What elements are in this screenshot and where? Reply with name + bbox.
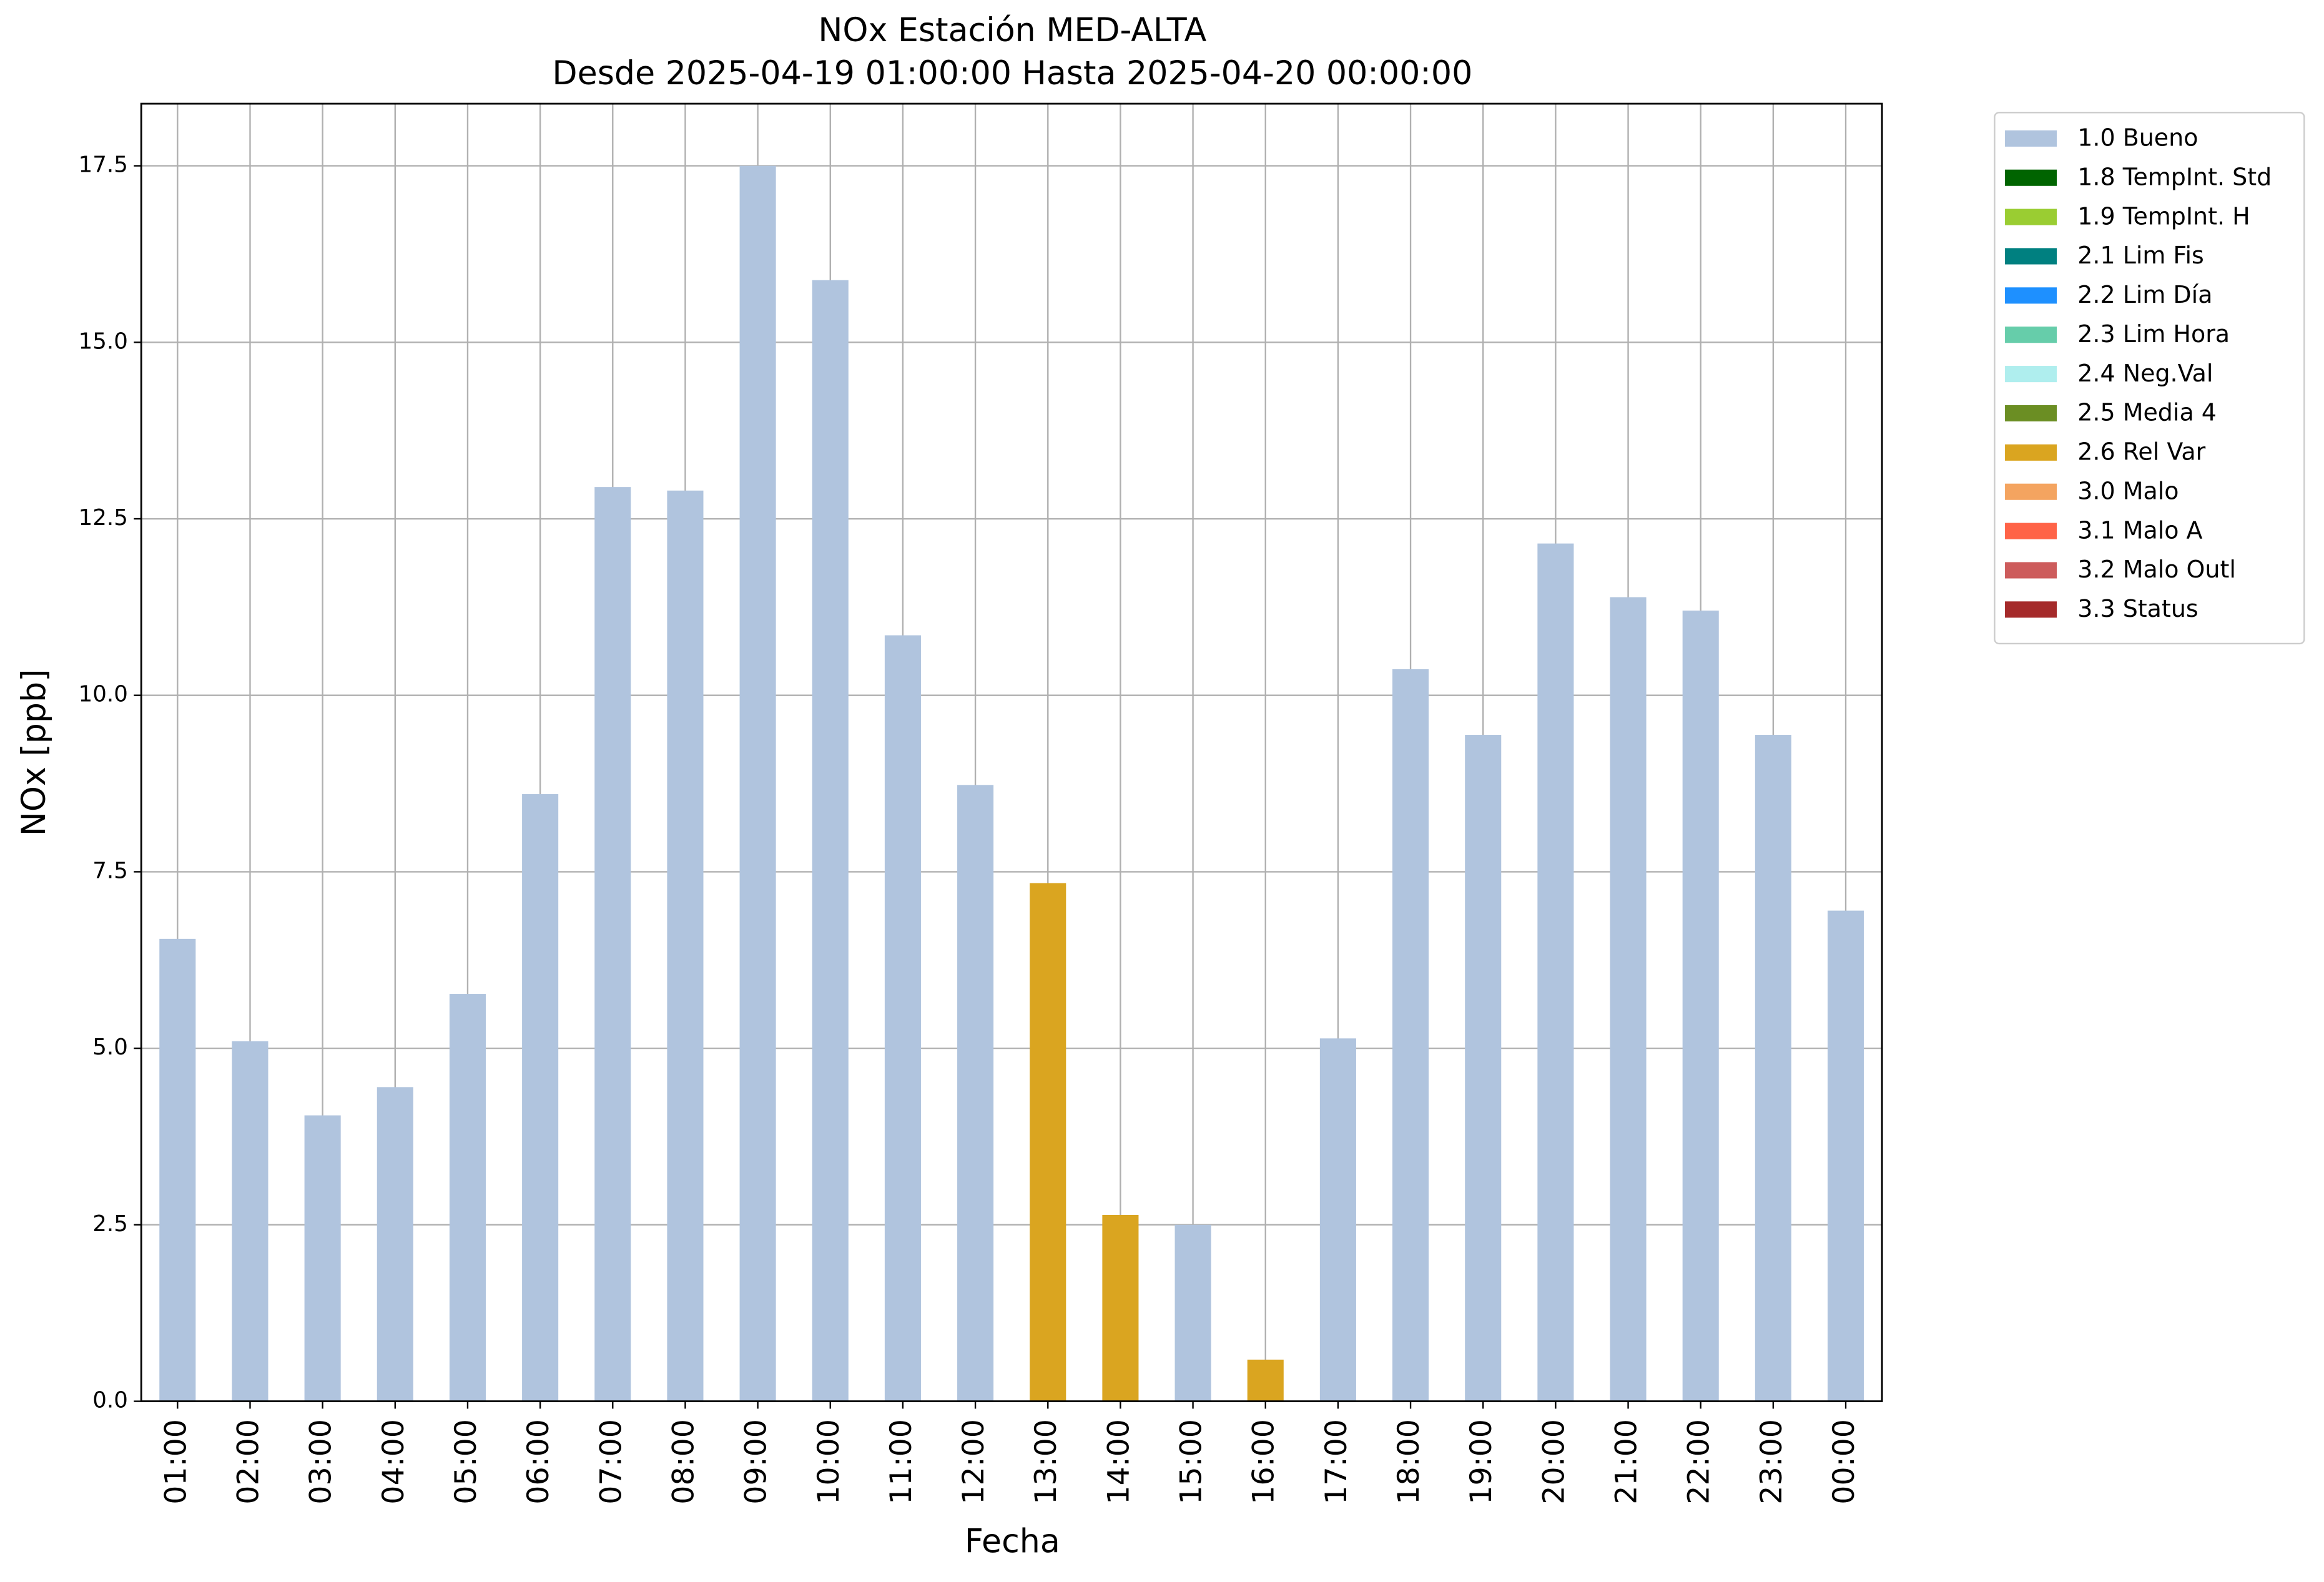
legend-label: 3.3 Status [2077, 595, 2198, 622]
y-tick-label: 2.5 [92, 1211, 128, 1237]
bar [232, 1041, 268, 1402]
legend-swatch [2005, 327, 2057, 343]
legend-swatch [2005, 130, 2057, 147]
legend-label: 3.2 Malo Outl [2077, 556, 2236, 583]
bar [1247, 1359, 1284, 1402]
legend-swatch [2005, 601, 2057, 618]
legend-swatch [2005, 169, 2057, 186]
bar [159, 938, 196, 1402]
bar [884, 635, 921, 1402]
legend-swatch [2005, 366, 2057, 383]
y-tick-label: 17.5 [79, 152, 128, 178]
bar [1537, 543, 1574, 1402]
bar [1465, 735, 1502, 1402]
bar [1174, 1224, 1211, 1402]
bar [522, 794, 559, 1402]
bar [1030, 883, 1066, 1402]
legend-label: 1.8 TempInt. Std [2077, 163, 2272, 190]
legend-swatch [2005, 523, 2057, 539]
legend-label: 3.0 Malo [2077, 477, 2179, 504]
x-tick-label: 21:00 [1610, 1419, 1644, 1505]
x-tick-label: 02:00 [231, 1419, 265, 1505]
legend-label: 2.1 Lim Fis [2077, 242, 2204, 269]
bar [812, 280, 849, 1402]
y-tick-label: 15.0 [79, 328, 128, 354]
y-tick-label: 10.0 [79, 682, 128, 707]
legend-label: 2.3 Lim Hora [2077, 320, 2230, 348]
x-tick-label: 14:00 [1101, 1419, 1136, 1505]
bar [304, 1115, 341, 1402]
legend-swatch [2005, 483, 2057, 500]
x-tick-label: 18:00 [1392, 1419, 1426, 1505]
x-tick-label: 16:00 [1247, 1419, 1281, 1505]
y-tick-label: 0.0 [92, 1388, 128, 1413]
legend-label: 2.4 Neg.Val [2077, 360, 2213, 387]
legend-swatch [2005, 444, 2057, 461]
x-tick-label: 11:00 [884, 1419, 918, 1505]
legend-label: 3.1 Malo A [2077, 516, 2202, 544]
x-tick-label: 05:00 [449, 1419, 483, 1505]
y-tick-label: 5.0 [92, 1034, 128, 1060]
bar [667, 490, 704, 1402]
x-tick-label: 15:00 [1174, 1419, 1209, 1505]
x-tick-label: 09:00 [739, 1419, 774, 1505]
bar [1827, 910, 1864, 1402]
bar [1392, 669, 1429, 1402]
bar [377, 1087, 413, 1402]
x-tick-label: 22:00 [1682, 1419, 1716, 1505]
legend-swatch [2005, 405, 2057, 422]
bar [1610, 597, 1647, 1402]
y-tick-label: 12.5 [79, 505, 128, 531]
legend-swatch [2005, 287, 2057, 304]
bar [1682, 611, 1719, 1402]
x-tick-label: 06:00 [521, 1419, 556, 1505]
legend-label: 2.5 Media 4 [2077, 399, 2217, 426]
x-axis-label: Fecha [965, 1523, 1060, 1560]
x-tick-label: 20:00 [1537, 1419, 1571, 1505]
chart-title: NOx Estación MED-ALTA [818, 12, 1206, 49]
plot-frame [140, 102, 1883, 1402]
x-tick-label: 00:00 [1827, 1419, 1861, 1505]
legend-label: 2.2 Lim Día [2077, 281, 2212, 308]
bar [1319, 1038, 1356, 1402]
x-tick-label: 13:00 [1029, 1419, 1063, 1505]
bar [1755, 735, 1791, 1402]
bar [739, 165, 776, 1402]
legend-swatch [2005, 248, 2057, 265]
bar [1102, 1214, 1139, 1402]
y-axis-label: NOx [ppb] [16, 669, 53, 836]
x-tick-label: 12:00 [957, 1419, 991, 1505]
bar [594, 487, 631, 1402]
legend-box [1994, 112, 2305, 645]
x-tick-label: 01:00 [159, 1419, 193, 1505]
x-tick-label: 23:00 [1755, 1419, 1789, 1505]
x-tick-label: 08:00 [666, 1419, 701, 1505]
x-tick-label: 07:00 [594, 1419, 628, 1505]
x-tick-label: 04:00 [377, 1419, 411, 1505]
chart-subtitle: Desde 2025-04-19 01:00:00 Hasta 2025-04-… [552, 55, 1472, 92]
x-tick-label: 03:00 [304, 1419, 338, 1505]
legend-swatch [2005, 562, 2057, 579]
bar [957, 785, 994, 1402]
bar [449, 994, 486, 1402]
legend-label: 1.0 Bueno [2077, 124, 2198, 152]
y-tick-label: 7.5 [92, 858, 128, 883]
legend-swatch [2005, 209, 2057, 225]
x-tick-label: 17:00 [1319, 1419, 1354, 1505]
legend-label: 2.6 Rel Var [2077, 438, 2205, 466]
x-tick-label: 10:00 [812, 1419, 846, 1505]
x-tick-label: 19:00 [1464, 1419, 1499, 1505]
legend-label: 1.9 TempInt. H [2077, 202, 2250, 230]
